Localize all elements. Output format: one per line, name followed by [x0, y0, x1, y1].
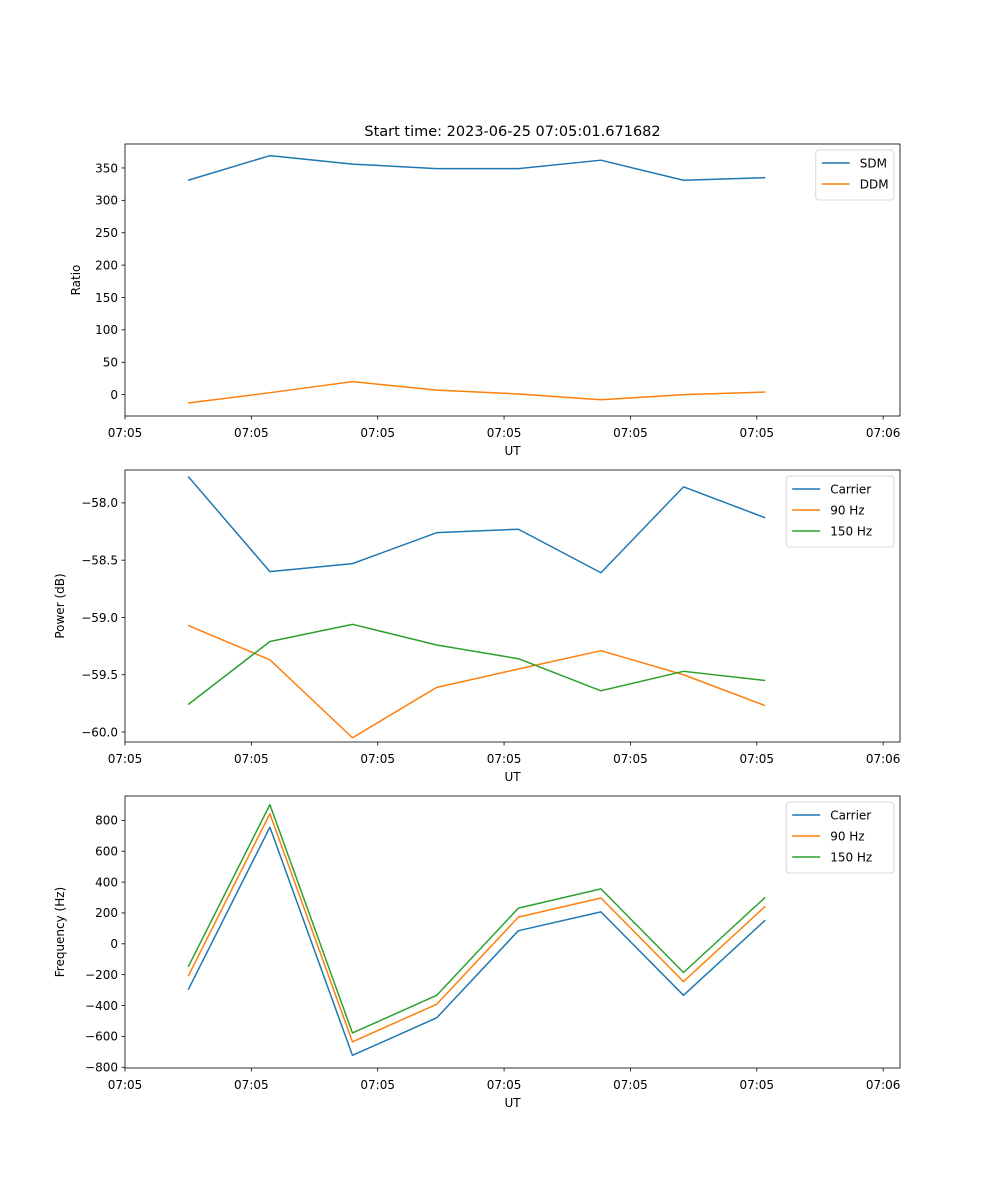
y-tick-label: 400 — [95, 875, 118, 889]
legend-box — [785, 801, 895, 874]
series-line — [187, 623, 766, 706]
y-tick-label: 50 — [103, 356, 118, 370]
chart-panel: 07:05 07:05 07:05 07:05 07:05 07:05 07:06 −800 −… — [53, 795, 901, 1110]
legend-label: Carrier — [830, 808, 871, 822]
series-line — [187, 826, 766, 1057]
y-tick-label: 100 — [95, 323, 118, 337]
x-tick-label: 07:05 — [360, 1078, 395, 1092]
y-tick-label: −59.5 — [81, 668, 118, 682]
legend-label: 90 Hz — [830, 829, 864, 843]
y-tick-label: −200 — [85, 968, 118, 982]
x-tick-label: 07:05 — [487, 1078, 522, 1092]
y-tick-label: 200 — [95, 258, 118, 272]
legend-label: Carrier — [830, 482, 871, 496]
figure-title: Start time: 2023-06-25 07:05:01.671682 — [364, 124, 660, 140]
y-tick-label: 0 — [110, 388, 118, 402]
y-tick-label: 150 — [95, 291, 118, 305]
x-tick-label: 07:05 — [108, 426, 143, 440]
legend-box — [785, 475, 895, 548]
x-tick-label: 07:05 — [739, 1078, 774, 1092]
legend: SDM DDM — [815, 149, 895, 201]
legend-label: DDM — [860, 177, 889, 191]
x-tick-label: 07:05 — [234, 1078, 269, 1092]
x-tick-label: 07:05 — [613, 426, 648, 440]
x-tick-label: 07:05 — [234, 752, 269, 766]
axes-frame — [124, 143, 901, 417]
x-axis-label: UT — [504, 1096, 521, 1110]
x-tick-label: 07:05 — [487, 426, 522, 440]
y-tick-label: −59.0 — [81, 611, 118, 625]
legend-label: 150 Hz — [830, 524, 872, 538]
x-tick-label: 07:05 — [360, 426, 395, 440]
legend: Carrier 90 Hz 150 Hz — [785, 801, 895, 874]
x-tick-label: 07:05 — [613, 1078, 648, 1092]
legend-label: 90 Hz — [830, 503, 864, 517]
x-tick-label: 07:05 — [487, 752, 522, 766]
legend: Carrier 90 Hz 150 Hz — [785, 475, 895, 548]
x-tick-label: 07:05 — [739, 752, 774, 766]
y-axis-label: Power (dB) — [53, 573, 67, 638]
series-line — [187, 624, 766, 739]
y-tick-label: 350 — [95, 161, 118, 175]
x-tick-label: 07:05 — [739, 426, 774, 440]
y-tick-label: 600 — [95, 845, 118, 859]
series-line — [187, 812, 766, 1043]
x-tick-label: 07:06 — [866, 752, 901, 766]
y-tick-label: 300 — [95, 194, 118, 208]
y-tick-label: −600 — [85, 1030, 118, 1044]
axes-frame — [124, 795, 901, 1069]
y-tick-label: −58.5 — [81, 553, 118, 567]
y-tick-label: 800 — [95, 814, 118, 828]
y-tick-label: −58.0 — [81, 496, 118, 510]
y-tick-label: −800 — [85, 1061, 118, 1075]
y-tick-label: 200 — [95, 906, 118, 920]
y-axis-label: Frequency (Hz) — [53, 887, 67, 978]
y-axis-label: Ratio — [69, 265, 83, 296]
series-line — [188, 380, 766, 404]
y-tick-label: −400 — [85, 999, 118, 1013]
legend-label: 150 Hz — [830, 850, 872, 864]
x-tick-label: 07:05 — [613, 752, 648, 766]
chart-panel: 07:05 07:05 07:05 07:05 07:05 07:05 07:06 0 50 10… — [69, 143, 901, 458]
x-axis-label: UT — [504, 770, 521, 784]
x-tick-label: 07:06 — [866, 426, 901, 440]
y-tick-label: 0 — [110, 937, 118, 951]
x-tick-label: 07:06 — [866, 1078, 901, 1092]
x-tick-label: 07:05 — [234, 426, 269, 440]
series-line — [187, 803, 766, 1034]
y-tick-label: −60.0 — [81, 725, 118, 739]
x-axis-label: UT — [504, 444, 521, 458]
series-line — [187, 154, 766, 182]
chart-panel: 07:05 07:05 07:05 07:05 07:05 07:05 07:06 −60.0… — [53, 469, 901, 784]
series-line — [187, 476, 766, 574]
x-tick-label: 07:05 — [108, 1078, 143, 1092]
y-tick-label: 250 — [95, 226, 118, 240]
x-tick-label: 07:05 — [108, 752, 143, 766]
legend-label: SDM — [860, 156, 887, 170]
axes-frame — [124, 469, 901, 743]
x-tick-label: 07:05 — [360, 752, 395, 766]
